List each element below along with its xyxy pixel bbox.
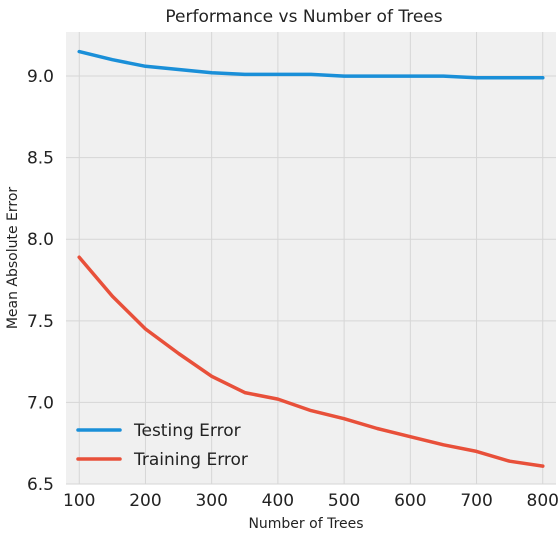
legend-label: Testing Error (133, 421, 241, 441)
x-tick-label: 200 (129, 491, 161, 511)
chart-title: Performance vs Number of Trees (165, 7, 442, 27)
x-tick-label: 100 (63, 491, 95, 511)
x-axis-label: Number of Trees (248, 516, 363, 532)
x-tick-label: 300 (195, 491, 227, 511)
x-tick-label: 500 (328, 491, 360, 511)
legend-label: Training Error (133, 450, 248, 470)
series-line-training-error (77, 255, 545, 468)
x-tick-label: 400 (262, 491, 294, 511)
tick-labels: 100 200 300 400 500 600 700 800 6.5 7.0 7.5 8.0 8.5 9… (27, 67, 559, 511)
x-tick-label: 800 (527, 491, 559, 511)
x-tick-label: 600 (394, 491, 426, 511)
y-axis-label: Mean Absolute Error (5, 187, 21, 330)
y-tick-label: 6.5 (27, 475, 54, 495)
x-tick-label: 700 (460, 491, 492, 511)
plot-area (66, 32, 556, 484)
y-tick-label: 8.0 (27, 230, 54, 250)
series-line-testing-error (77, 49, 545, 80)
y-tick-label: 7.5 (27, 312, 54, 332)
legend: Testing Error Training Error (76, 421, 248, 470)
series-lines (77, 49, 545, 468)
y-tick-label: 9.0 (27, 67, 54, 87)
y-tick-label: 8.5 (27, 149, 54, 169)
y-tick-label: 7.0 (27, 393, 54, 413)
